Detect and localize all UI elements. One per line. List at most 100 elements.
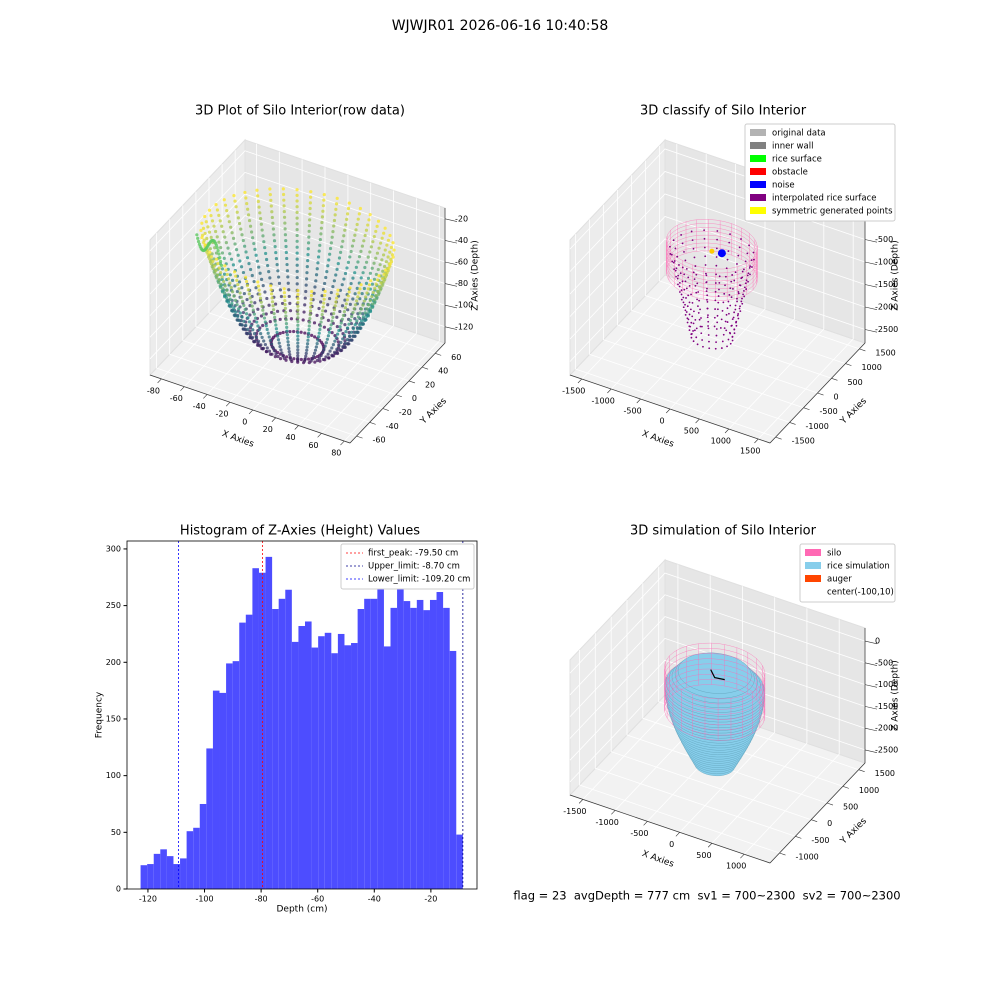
cloud-point <box>308 195 313 199</box>
cloud-point <box>333 213 337 217</box>
cloud-point <box>340 283 344 287</box>
y-axis <box>769 342 866 444</box>
cloud-point <box>336 262 340 266</box>
cloud-point <box>340 245 344 249</box>
cloud-point <box>296 316 300 320</box>
cloud-point <box>216 249 220 253</box>
legend-swatch <box>750 168 766 175</box>
cloud-point <box>347 330 351 335</box>
cloud-point <box>343 271 348 276</box>
cloud-point <box>305 348 309 352</box>
cloud-point <box>320 215 325 219</box>
cloud-point <box>738 307 741 310</box>
cloud-point <box>233 242 237 246</box>
cloud-point <box>277 281 282 285</box>
cloud-point <box>357 291 361 295</box>
cloud-point <box>731 336 734 338</box>
cloud-point <box>320 316 324 321</box>
cloud-point <box>261 284 265 288</box>
x-tick <box>577 378 582 384</box>
cloud-point <box>280 301 285 306</box>
grid-line <box>569 594 866 696</box>
cloud-point <box>271 221 275 225</box>
cloud-point <box>295 233 299 238</box>
auger <box>710 669 725 681</box>
cloud-point <box>214 251 219 255</box>
cloud-point <box>692 330 694 332</box>
cloud-point <box>669 253 672 255</box>
cloud-point <box>308 201 312 205</box>
cloud-point <box>349 281 353 286</box>
cloud-point <box>351 326 355 331</box>
cloud-point <box>303 296 307 300</box>
cloud-point <box>336 288 340 292</box>
cloud-point <box>323 309 328 313</box>
x-axis-label: Depth (cm) <box>276 905 327 915</box>
cloud-point <box>295 263 299 267</box>
cloud-point <box>263 320 267 324</box>
grid-line <box>195 191 397 396</box>
cloud-point <box>195 233 199 237</box>
cloud-point <box>685 297 687 299</box>
cloud-point <box>256 324 260 328</box>
cloud-point <box>343 339 347 343</box>
z-axis-label: Z Axies (Depth) <box>471 240 481 311</box>
cloud-point <box>276 269 280 273</box>
cloud-point <box>361 271 365 275</box>
cloud-point <box>309 305 313 309</box>
cloud-point <box>245 284 250 288</box>
cloud-point <box>283 233 288 237</box>
bar <box>364 598 371 889</box>
cloud-point <box>242 303 246 308</box>
cloud-point <box>743 295 746 298</box>
cloud-point <box>684 313 687 316</box>
cloud-point <box>673 268 676 271</box>
cloud-point <box>721 309 724 312</box>
bar <box>397 578 404 889</box>
cloud-point <box>286 343 291 347</box>
cloud-point <box>353 292 357 296</box>
legend-swatch <box>805 562 821 569</box>
cloud-point <box>277 275 281 279</box>
cloud-point <box>727 300 730 303</box>
cloud-point <box>220 275 224 279</box>
cloud-point <box>226 293 231 297</box>
x-tick <box>724 428 730 434</box>
cloud-point <box>334 273 338 277</box>
point-cloud <box>195 187 396 365</box>
cloud-point <box>700 332 703 335</box>
bar <box>449 650 457 889</box>
z-axis-label: Z Axies (Depth) <box>891 240 901 311</box>
cloud-point <box>335 267 339 271</box>
cloud-point <box>356 217 360 221</box>
cloud-point <box>690 293 692 296</box>
cloud-point <box>362 299 366 303</box>
cloud-point <box>726 321 729 323</box>
cloud-point <box>351 276 355 280</box>
cloud-point <box>743 268 745 271</box>
cloud-point <box>230 301 234 306</box>
y-tick <box>356 435 363 439</box>
cloud-point <box>270 210 274 214</box>
cloud-point <box>380 277 385 281</box>
cloud-point <box>256 280 260 284</box>
cloud-point <box>286 340 290 344</box>
cloud-point <box>347 290 351 294</box>
cloud-point <box>373 286 377 290</box>
cloud-point <box>374 229 378 234</box>
cloud-point <box>285 325 289 329</box>
cloud-point <box>731 318 734 321</box>
cloud-point <box>355 222 359 227</box>
cloud-point <box>726 307 729 310</box>
cloud-point <box>352 307 356 311</box>
x-axis-label: X Axies <box>640 849 675 870</box>
cloud-point <box>676 255 679 258</box>
footer-text: flag = 23 avgDepth = 777 cm sv1 = 700~23… <box>513 889 900 903</box>
x-tick-label: -1000 <box>596 818 619 827</box>
x-tick-label: 60 <box>308 441 318 450</box>
y-tick <box>421 366 429 370</box>
cloud-point <box>678 281 681 284</box>
cloud-point <box>335 296 339 300</box>
bar <box>377 586 384 889</box>
cloud-point <box>719 327 722 329</box>
